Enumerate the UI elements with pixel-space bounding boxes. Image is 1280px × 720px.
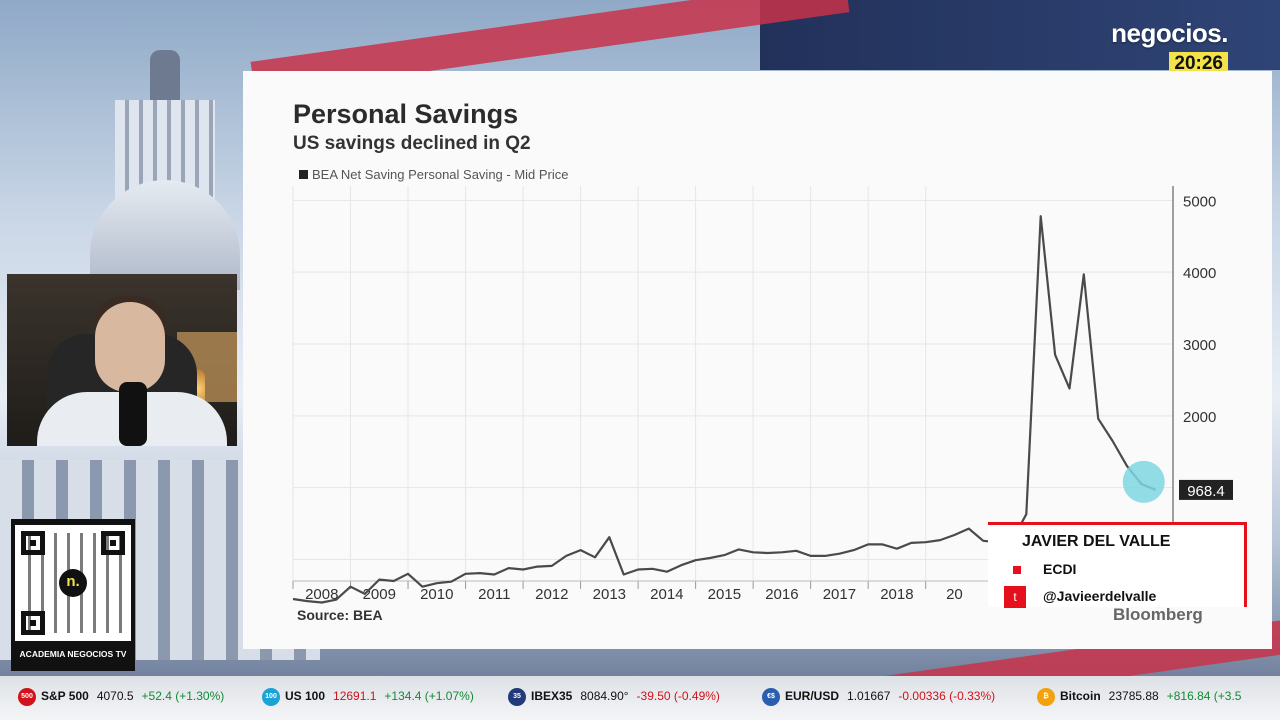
ticker-change: -39.50 (-0.49%) bbox=[636, 689, 720, 704]
chart-title: Personal Savings bbox=[293, 99, 519, 129]
ticker-price: 12691.1 bbox=[333, 689, 377, 704]
ticker-name: IBEX35 bbox=[531, 689, 573, 704]
ticker-badge-icon: €$ bbox=[762, 688, 780, 706]
ticker-badge-icon: 100 bbox=[262, 688, 280, 706]
ticker-name: US 100 bbox=[285, 689, 326, 704]
x-tick-label: 2013 bbox=[593, 586, 626, 603]
y-tick-label: 2000 bbox=[1183, 409, 1216, 426]
ticker-change: -0.00336 (-0.33%) bbox=[898, 689, 996, 704]
ticker-item: €$ EUR/USD 1.01667 -0.00336 (-0.33%) bbox=[762, 688, 995, 706]
presenter-webcam bbox=[7, 274, 237, 446]
presenter-org: ECDI bbox=[1043, 561, 1077, 577]
ticker-item: 35 IBEX35 8084.90° -39.50 (-0.49%) bbox=[508, 688, 720, 706]
ticker-change: +134.4 (+1.07%) bbox=[384, 689, 474, 704]
bullet-icon bbox=[1013, 566, 1021, 574]
qr-label: ACADEMIA NEGOCIOS TV bbox=[19, 649, 127, 659]
ticker-badge-icon: 500 bbox=[18, 688, 36, 706]
ticker-badge-icon: ₿ bbox=[1037, 688, 1055, 706]
qr-code[interactable]: n. bbox=[15, 525, 131, 641]
ticker-name: S&P 500 bbox=[41, 689, 89, 704]
x-tick-label: 20 bbox=[946, 586, 963, 603]
highlight-circle bbox=[1122, 460, 1165, 503]
y-tick-label: 3000 bbox=[1183, 337, 1216, 354]
ticker-price: 8084.90° bbox=[580, 689, 629, 704]
ticker-item: 100 US 100 12691.1 +134.4 (+1.07%) bbox=[262, 688, 474, 706]
x-tick-label: 2016 bbox=[765, 586, 798, 603]
chart-source: Source: BEA bbox=[297, 607, 383, 623]
last-value-box bbox=[1179, 479, 1233, 500]
ticker-price: 1.01667 bbox=[847, 689, 891, 704]
negocios-logo-icon: n. bbox=[59, 569, 87, 597]
bloomberg-watermark: Bloomberg bbox=[1113, 605, 1203, 624]
legend-swatch bbox=[299, 170, 308, 179]
x-tick-label: 2008 bbox=[305, 586, 338, 603]
chart-legend: BEA Net Saving Personal Saving - Mid Pri… bbox=[299, 167, 569, 182]
last-value-label: 968.4 bbox=[1187, 483, 1225, 500]
legend-label: BEA Net Saving Personal Saving - Mid Pri… bbox=[312, 167, 569, 182]
ticker-price: 23785.88 bbox=[1108, 689, 1159, 704]
presenter-twitter-handle: @Javieerdelvalle bbox=[1043, 588, 1157, 604]
x-tick-label: 2017 bbox=[823, 586, 856, 603]
ticker-name: Bitcoin bbox=[1060, 689, 1101, 704]
ticker-change: +816.84 (+3.5 bbox=[1166, 689, 1242, 704]
x-tick-label: 2009 bbox=[363, 586, 396, 603]
x-tick-label: 2015 bbox=[708, 586, 741, 603]
ticker-change: +52.4 (+1.30%) bbox=[141, 689, 225, 704]
x-tick-label: 2010 bbox=[420, 586, 453, 603]
y-tick-label: 4000 bbox=[1183, 265, 1216, 282]
x-tick-label: 2014 bbox=[650, 586, 683, 603]
presenter-name: JAVIER DEL VALLE bbox=[1022, 533, 1171, 550]
ticker-item: 500 S&P 500 4070.5 +52.4 (+1.30%) bbox=[18, 688, 224, 706]
chart-subtitle: US savings declined in Q2 bbox=[293, 133, 531, 154]
ticker-item: ₿ Bitcoin 23785.88 +816.84 (+3.5 bbox=[1037, 688, 1241, 706]
y-tick-label: 5000 bbox=[1183, 193, 1216, 210]
ticker-badge-icon: 35 bbox=[508, 688, 526, 706]
microphone bbox=[119, 382, 147, 446]
qr-code-card[interactable]: n. ACADEMIA NEGOCIOS TV bbox=[11, 519, 135, 671]
presenter-lower-third: JAVIER DEL VALLE ECDI t @Javieerdelvalle bbox=[988, 522, 1247, 608]
x-tick-label: 2012 bbox=[535, 586, 568, 603]
x-tick-label: 2018 bbox=[880, 586, 913, 603]
x-tick-label: 2011 bbox=[478, 586, 510, 603]
ticker-price: 4070.5 bbox=[96, 689, 134, 704]
channel-logo: negocios. bbox=[1111, 18, 1228, 48]
ticker-name: EUR/USD bbox=[785, 689, 840, 704]
twitter-icon: t bbox=[1004, 586, 1026, 608]
market-ticker: 500 S&P 500 4070.5 +52.4 (+1.30%) 100 US 100 1… bbox=[0, 676, 1280, 720]
